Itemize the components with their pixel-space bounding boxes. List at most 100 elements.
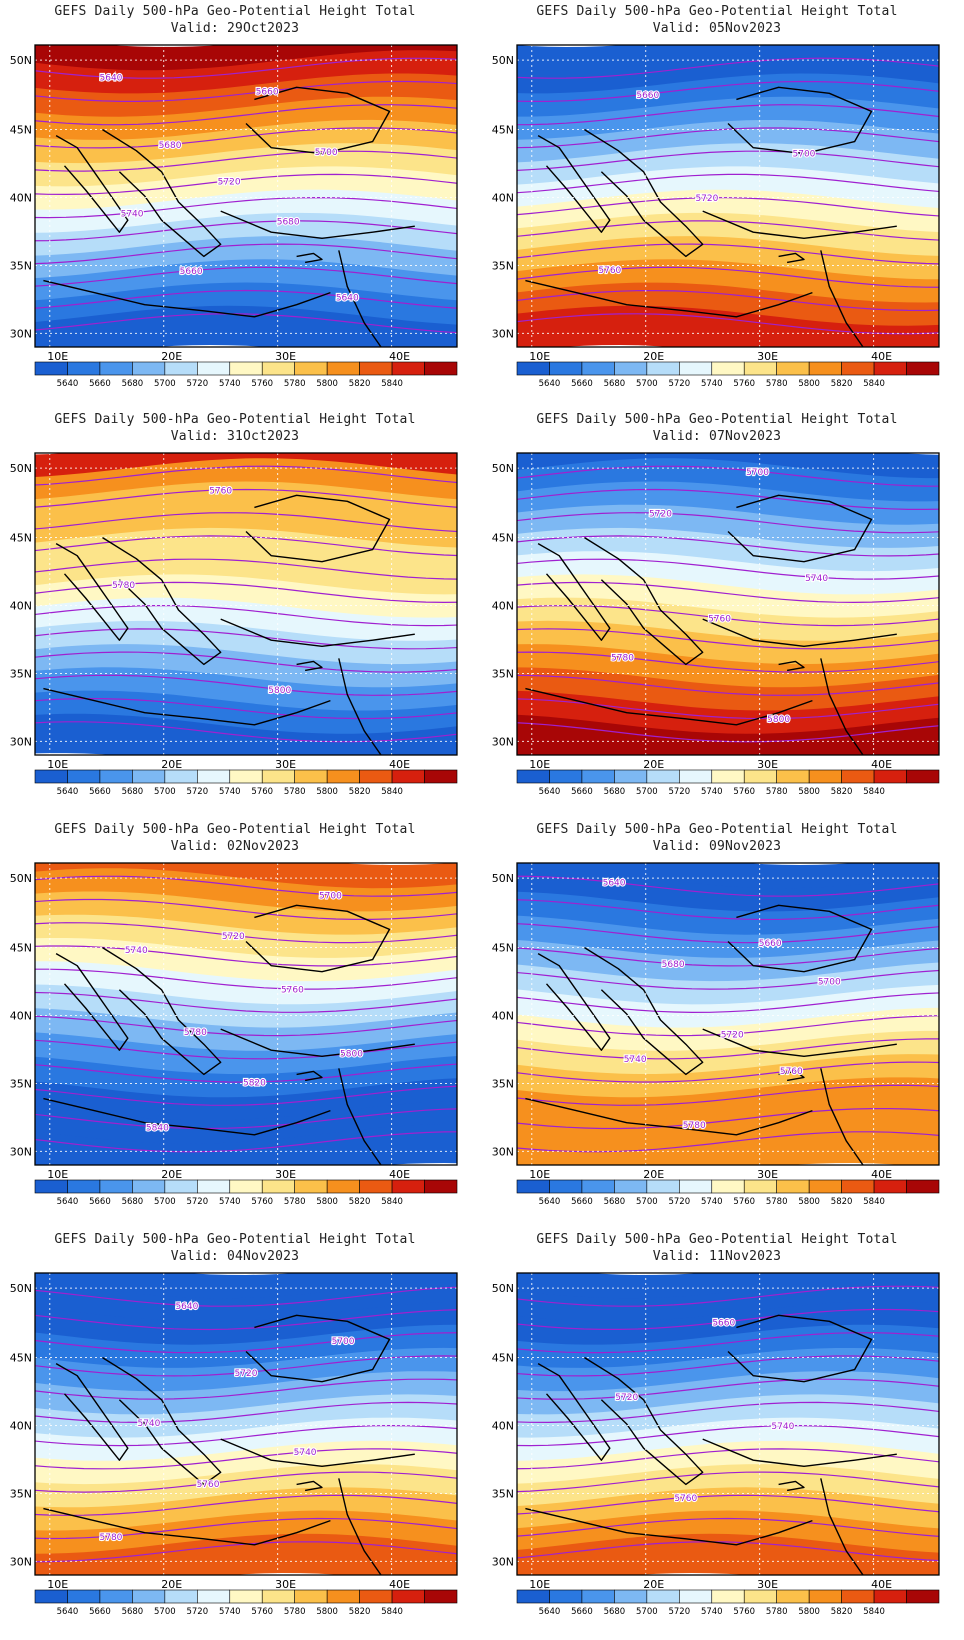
colorbar-label: 5640 <box>57 1607 79 1617</box>
colorbar-swatch <box>614 1589 648 1604</box>
colorbar-label: 5720 <box>186 1607 208 1617</box>
contour-line <box>517 581 939 604</box>
contour-line <box>517 1471 939 1493</box>
contour-label: 5660 <box>256 88 279 98</box>
contour-line <box>517 992 939 1014</box>
coastline <box>102 537 222 666</box>
colorbar-swatch <box>743 769 777 784</box>
panel-valid-date: Valid: 31Oct2023 <box>170 429 300 444</box>
lon-tick-label: 30E <box>757 758 778 771</box>
contour-label: 5740 <box>294 1448 317 1458</box>
contour-line <box>517 1332 939 1354</box>
panel-title: GEFS Daily 500-hPa Geo-Potential Height … <box>54 412 416 427</box>
colorbar: 5640 5660 5680 5700 5720 5740 5760 5780 5800 5820… <box>516 769 940 797</box>
contour-line <box>35 150 457 172</box>
colorbar-label: 5760 <box>251 379 273 389</box>
lon-tick-label: 30E <box>275 1168 296 1181</box>
colorbar-label: 5820 <box>831 1197 853 1207</box>
lon-tick-label: 30E <box>757 1578 778 1591</box>
contour-line <box>35 558 457 580</box>
colorbar-swatch <box>164 769 198 784</box>
colorbar-swatch <box>67 769 101 784</box>
colorbar-swatch <box>873 1589 907 1604</box>
lon-tick-label: 30E <box>275 1578 296 1591</box>
colorbar-label: 5640 <box>539 379 561 389</box>
lat-tick-label: 45N <box>10 942 32 955</box>
colorbar-swatch <box>424 361 458 376</box>
colorbar-swatch <box>581 1179 615 1194</box>
contour-line <box>517 266 939 288</box>
lat-tick-label: 45N <box>492 942 514 955</box>
contour-line <box>517 674 939 696</box>
lat-tick-label: 35N <box>492 667 514 680</box>
colorbar-swatch <box>581 1589 615 1604</box>
lat-tick-label: 45N <box>10 124 32 137</box>
contour-line <box>517 1015 939 1037</box>
contour-line <box>35 220 457 242</box>
colorbar-swatch <box>679 1179 713 1194</box>
contour-line <box>35 1448 457 1470</box>
lat-tick-label: 50N <box>492 1282 514 1295</box>
colorbar-swatch <box>261 1179 295 1194</box>
contour-line <box>35 196 457 219</box>
lon-tick-label: 20E <box>161 758 182 771</box>
colorbar-swatch <box>391 361 425 376</box>
colorbar-label: 5720 <box>668 379 690 389</box>
contour-line <box>35 922 457 944</box>
colorbar: 5640 5660 5680 5700 5720 5740 5760 5780 5800 5820… <box>34 1589 458 1617</box>
colorbar-swatch <box>808 1179 842 1194</box>
lon-tick-label: 40E <box>871 1578 892 1591</box>
colorbar-label: 5760 <box>733 787 755 797</box>
colorbar-label: 5800 <box>316 787 338 797</box>
contour-label: 5660 <box>712 1319 735 1329</box>
lon-tick-label: 10E <box>47 758 68 771</box>
colorbar-swatch <box>776 769 810 784</box>
colorbar-swatch <box>67 1179 101 1194</box>
colorbar-label: 5660 <box>571 379 593 389</box>
coastline <box>727 1314 873 1383</box>
contour-line <box>35 465 457 486</box>
colorbar: 5640 5660 5680 5700 5720 5740 5760 5780 5800 5820… <box>516 1179 940 1207</box>
lat-tick-label: 30N <box>10 1145 32 1158</box>
colorbar-label: 5760 <box>251 787 273 797</box>
colorbar-label: 5780 <box>766 379 788 389</box>
colorbar-swatch <box>132 361 166 376</box>
colorbar-swatch <box>359 1179 393 1194</box>
contour-line <box>517 1038 939 1060</box>
colorbar-swatch <box>873 769 907 784</box>
contour-line <box>35 1378 457 1400</box>
contour-line <box>517 628 939 650</box>
colorbar-swatch <box>516 361 550 376</box>
lon-tick-label: 40E <box>389 1168 410 1181</box>
coastline <box>525 687 813 726</box>
colorbar-label: 5720 <box>668 1197 690 1207</box>
colorbar-label: 5780 <box>284 1197 306 1207</box>
lat-tick-label: 30N <box>492 1145 514 1158</box>
contour-line <box>517 488 939 510</box>
panel-valid-date: Valid: 29Oct2023 <box>170 21 300 36</box>
colorbar-swatch <box>197 1589 231 1604</box>
colorbar-label: 5640 <box>57 787 79 797</box>
contour-label: 5700 <box>746 468 769 478</box>
lat-tick-label: 50N <box>10 872 32 885</box>
colorbar-swatch <box>34 1179 68 1194</box>
colorbar-swatch <box>164 361 198 376</box>
colorbar-label: 5760 <box>733 379 755 389</box>
lat-tick-label: 50N <box>10 54 32 67</box>
colorbar: 5640 5660 5680 5700 5720 5740 5760 5780 5800 5820… <box>34 1179 458 1207</box>
coastline <box>727 86 873 155</box>
colorbar-label: 5640 <box>539 1197 561 1207</box>
colorbar: 5640 5660 5680 5700 5720 5740 5760 5780 5800 5820… <box>34 769 458 797</box>
colorbar-swatch <box>294 1179 328 1194</box>
colorbar-label: 5680 <box>604 379 626 389</box>
lat-tick-label: 35N <box>492 1487 514 1500</box>
lat-tick-label: 35N <box>10 1077 32 1090</box>
colorbar-label: 5820 <box>349 1607 371 1617</box>
height-band <box>35 1123 457 1165</box>
contour-line <box>517 1541 939 1562</box>
panel-valid-date: Valid: 02Nov2023 <box>170 839 300 854</box>
contour-label: 5760 <box>281 985 304 995</box>
colorbar-label: 5640 <box>539 787 561 797</box>
colorbar-swatch <box>424 1179 458 1194</box>
colorbar-label: 5680 <box>122 379 144 389</box>
